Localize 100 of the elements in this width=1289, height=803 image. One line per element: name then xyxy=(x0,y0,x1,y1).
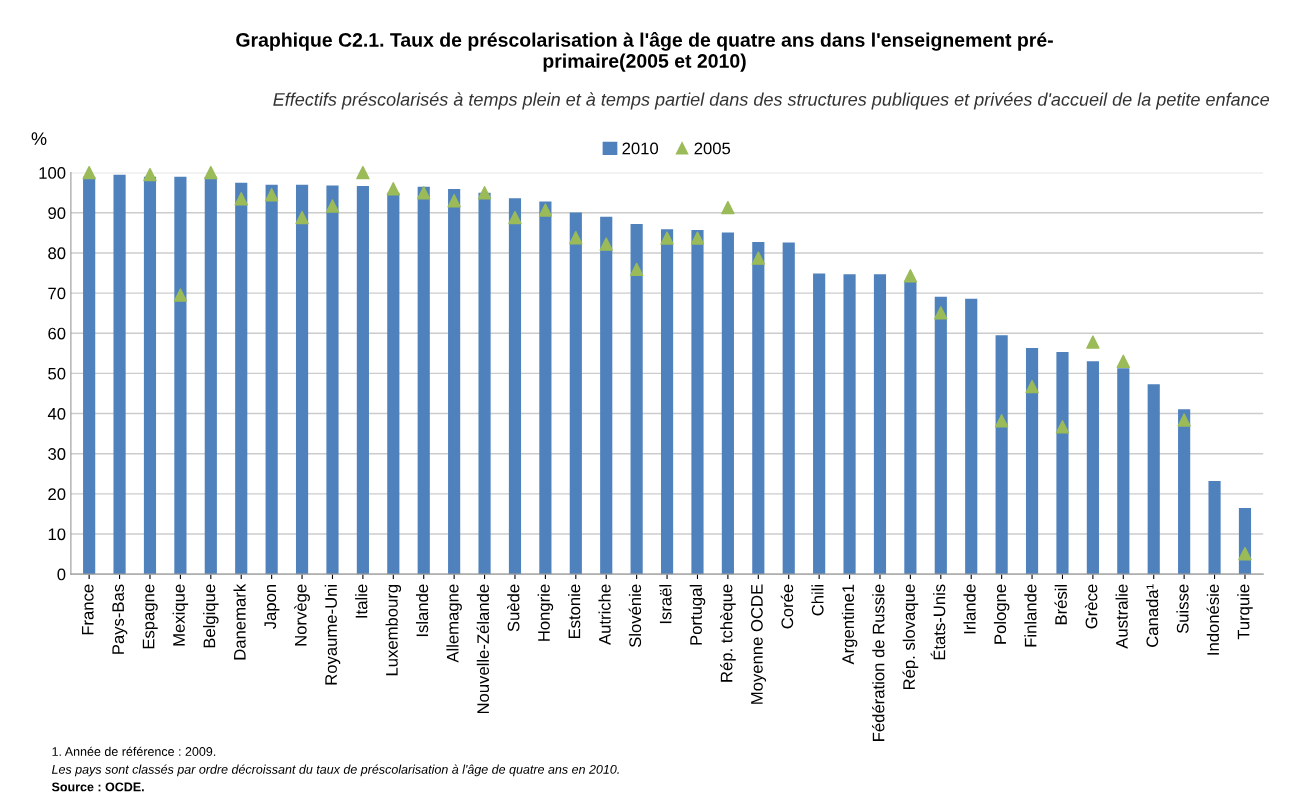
point xyxy=(356,165,370,180)
bar xyxy=(1025,348,1039,575)
bar xyxy=(143,176,157,575)
x-tick-label: Slovénie xyxy=(628,584,642,648)
x-tick-label: Estonie xyxy=(568,584,581,639)
chart-subtitle: Effectifs préscolarisés à temps plein et à temps partiel dans des structures publiques et privées d'accueil de la petite enfance xyxy=(273,92,1270,110)
x-tick-label: Chili xyxy=(811,584,824,616)
x-tick-label: Japon xyxy=(264,584,280,630)
x-tick-label: Grèce xyxy=(1084,584,1098,629)
y-tick-label: 10 xyxy=(48,528,66,541)
point xyxy=(1086,335,1100,349)
x-tick-label: Rép. slovaque xyxy=(902,584,919,690)
bar xyxy=(721,232,734,575)
bar xyxy=(265,184,278,575)
text: 1. Année de référence : 2009. xyxy=(52,746,216,756)
y-tick-label: 50 xyxy=(48,367,66,380)
point xyxy=(538,203,553,217)
bar xyxy=(204,176,217,575)
point xyxy=(143,167,157,182)
point xyxy=(1055,420,1070,434)
x-tick-label: Brésil xyxy=(1054,584,1067,625)
point xyxy=(1238,546,1252,561)
point xyxy=(173,288,188,302)
bar xyxy=(174,176,187,575)
x-tick-label: Argentine1 xyxy=(841,584,858,665)
x-tick-label: Pologne xyxy=(993,584,1010,644)
point xyxy=(1116,354,1131,369)
bar xyxy=(934,296,947,575)
y-axis-title: % xyxy=(31,132,47,145)
bar xyxy=(691,230,704,575)
bar xyxy=(965,298,978,575)
point xyxy=(660,231,674,245)
point xyxy=(417,186,431,200)
point xyxy=(477,186,492,200)
point xyxy=(264,188,279,202)
y-tick-label: 0 xyxy=(57,568,66,581)
x-tick-label: Finlande xyxy=(1024,584,1037,647)
y-tick-label: 60 xyxy=(48,327,66,340)
x-tick-label: Rép. tchèque xyxy=(720,584,736,682)
bar xyxy=(539,201,552,575)
x-tick-label: Hongrie xyxy=(537,584,554,641)
x-tick-label: Pays-Bas xyxy=(112,584,128,654)
bar xyxy=(813,273,826,575)
point xyxy=(1025,379,1039,394)
point xyxy=(599,237,613,251)
point xyxy=(903,269,918,283)
point xyxy=(751,251,766,265)
bar xyxy=(1117,368,1130,575)
text: Les pays sont classés par ordre décroissant du taux de préscolarisation à l'âge de quatre ans en 2010. xyxy=(51,764,619,777)
x-tick-label: Suisse xyxy=(1176,584,1189,634)
bar xyxy=(752,242,765,575)
y-tick-label: 20 xyxy=(48,488,66,501)
bar xyxy=(478,192,491,575)
x-tick-label: Luxembourg xyxy=(385,584,402,676)
bar xyxy=(569,212,582,575)
x-tick-label: États-Unis xyxy=(930,584,946,660)
x-tick-label: Islande xyxy=(415,584,429,637)
x-tick-label: Mexique xyxy=(172,584,189,646)
bar xyxy=(417,186,430,575)
bar xyxy=(904,281,917,575)
bar xyxy=(1086,361,1099,575)
bar xyxy=(387,192,400,575)
x-tick-label: Danemark xyxy=(233,583,246,660)
point xyxy=(234,192,248,206)
x-tick-label: Canada¹ xyxy=(1145,584,1159,647)
bar xyxy=(600,216,613,575)
bar xyxy=(83,176,96,575)
point xyxy=(447,194,461,208)
bar xyxy=(873,274,887,575)
y-tick-label: 70 xyxy=(48,287,66,300)
bar xyxy=(295,184,309,575)
point xyxy=(690,231,705,245)
legend-label: 2010 xyxy=(622,142,659,155)
x-tick-label: Fédération de Russie xyxy=(872,584,885,741)
y-tick-label: 40 xyxy=(47,407,66,420)
x-tick-label: Belgique xyxy=(203,584,219,648)
x-tick-label: Autriche xyxy=(598,584,611,645)
y-tick-label: 80 xyxy=(48,247,66,260)
point xyxy=(994,414,1009,428)
point xyxy=(386,181,401,196)
bar xyxy=(782,242,795,575)
bar xyxy=(630,224,643,575)
bar xyxy=(508,198,522,575)
x-tick-label: Italie xyxy=(355,584,368,618)
point xyxy=(1177,413,1191,427)
x-tick-label: Moyenne OCDE xyxy=(750,584,767,704)
x-tick-label: Turquie xyxy=(1237,584,1253,640)
bar xyxy=(448,189,461,575)
bar xyxy=(1208,481,1221,575)
bar xyxy=(1056,352,1069,575)
point xyxy=(508,210,522,225)
point xyxy=(721,200,735,215)
y-tick-label: 90 xyxy=(48,207,66,219)
x-tick-label: Royaume-Uni xyxy=(324,584,341,685)
point xyxy=(629,262,644,277)
bar xyxy=(235,182,248,575)
x-tick-label: Portugal xyxy=(689,584,706,645)
bar xyxy=(113,174,126,575)
point xyxy=(295,210,309,225)
bar xyxy=(1147,384,1160,575)
